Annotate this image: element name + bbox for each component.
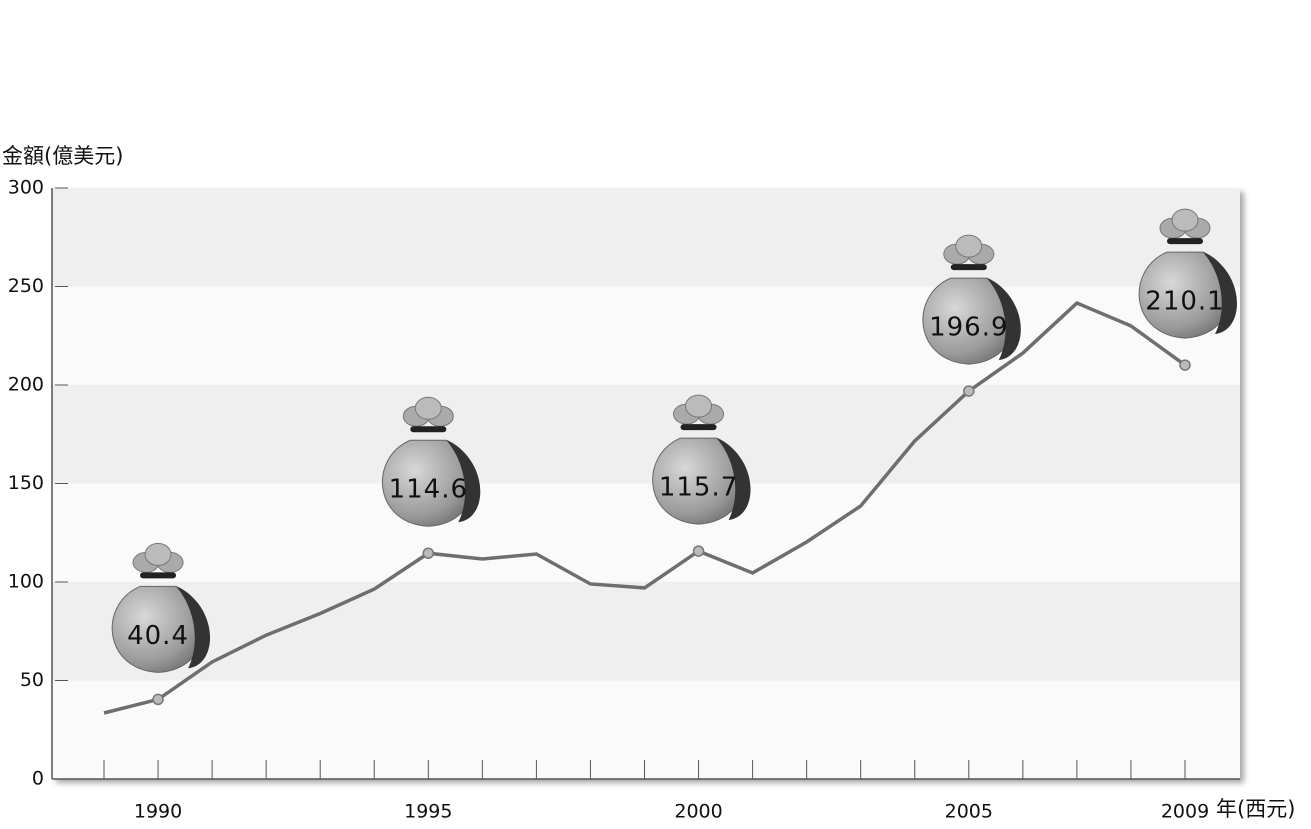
money-bag: [381, 396, 481, 527]
data-label: 196.9: [929, 313, 1008, 343]
point-marker: [692, 545, 705, 557]
x-tick-label: 1995: [404, 801, 452, 823]
grid-band: [52, 582, 1240, 681]
data-label: 40.4: [127, 621, 189, 651]
bag-shade: [986, 278, 1021, 361]
bag-knot: [1171, 208, 1199, 232]
x-tick-label: 1990: [134, 801, 182, 823]
bag-knot: [955, 234, 983, 258]
bag-tie: [140, 572, 177, 579]
bag-shade: [176, 586, 211, 669]
money-bag: [922, 234, 1021, 365]
bag-tie: [680, 424, 717, 431]
y-tick-label: 300: [8, 177, 44, 199]
bag-shade: [446, 440, 481, 523]
grid-band: [52, 188, 1240, 287]
bag-tie: [950, 264, 987, 271]
bag-knot: [414, 396, 442, 420]
point-marker: [422, 547, 435, 559]
point-marker: [1179, 359, 1191, 371]
data-label: 210.1: [1145, 287, 1224, 317]
y-tick-label: 50: [20, 669, 44, 691]
y-tick-label: 0: [32, 768, 44, 790]
point-marker: [152, 693, 164, 706]
point-marker: [963, 385, 975, 397]
y-axis-title: 金額(億美元): [2, 144, 123, 168]
bag-knot: [144, 542, 172, 566]
bag-knot: [685, 394, 713, 418]
bag-shade: [716, 438, 751, 521]
data-label: 114.6: [389, 475, 468, 505]
data-line: [103, 300, 1187, 715]
y-tick-label: 100: [8, 571, 44, 593]
x-tick-label: 2000: [674, 801, 722, 823]
bag-tie: [1167, 238, 1203, 245]
bag-tie: [410, 426, 447, 433]
y-tick-label: 250: [8, 275, 44, 297]
y-tick-label: 200: [8, 374, 44, 396]
money-bag: [111, 542, 211, 673]
bag-shade: [1203, 252, 1237, 335]
y-tick-label: 150: [8, 472, 44, 494]
grid-band: [52, 385, 1240, 484]
data-label: 115.7: [659, 473, 738, 503]
x-tick-label: 2005: [945, 801, 993, 823]
x-tick-label: 2009: [1161, 801, 1209, 823]
x-axis-title: 年(西元): [1216, 797, 1295, 821]
money-bag: [1138, 208, 1237, 339]
money-bag: [652, 394, 751, 525]
